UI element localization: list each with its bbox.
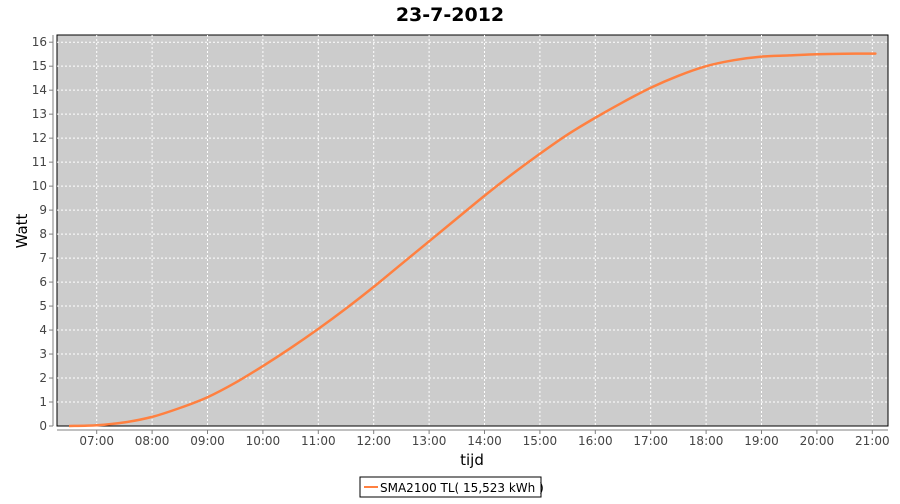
x-tick-label: 20:00 xyxy=(800,434,835,448)
x-tick-label: 15:00 xyxy=(523,434,558,448)
x-tick-label: 17:00 xyxy=(633,434,668,448)
y-axis-label: Watt xyxy=(13,213,31,248)
x-axis-label: tijd xyxy=(460,451,484,469)
y-tick-label: 14 xyxy=(32,83,47,97)
x-tick-label: 14:00 xyxy=(467,434,502,448)
x-tick-label: 10:00 xyxy=(246,434,281,448)
x-tick-label: 21:00 xyxy=(855,434,890,448)
y-tick-label: 2 xyxy=(39,371,47,385)
x-tick-label: 18:00 xyxy=(689,434,724,448)
x-tick-label: 09:00 xyxy=(190,434,225,448)
chart-title: 23-7-2012 xyxy=(396,4,504,26)
y-tick-label: 6 xyxy=(39,275,47,289)
y-tick-label: 13 xyxy=(32,107,47,121)
legend-label: SMA2100 TL( 15,523 kWh ) xyxy=(380,481,544,495)
series-line xyxy=(68,52,877,428)
x-tick-label: 08:00 xyxy=(135,434,170,448)
legend: SMA2100 TL( 15,523 kWh ) xyxy=(359,476,544,498)
x-tick-label: 13:00 xyxy=(412,434,447,448)
series-group xyxy=(68,52,877,428)
plot-area xyxy=(56,34,889,427)
y-tick-label: 9 xyxy=(39,203,47,217)
y-tick-label: 3 xyxy=(39,347,47,361)
x-tick-label: 12:00 xyxy=(356,434,391,448)
y-tick-label: 1 xyxy=(39,395,47,409)
grid-lines xyxy=(57,35,888,426)
y-tick-label: 16 xyxy=(32,35,47,49)
y-tick-label: 0 xyxy=(39,419,47,433)
y-tick-label: 8 xyxy=(39,227,47,241)
x-tick-label: 07:00 xyxy=(79,434,114,448)
x-tick-label: 16:00 xyxy=(578,434,613,448)
y-tick-label: 15 xyxy=(32,59,47,73)
legend-box xyxy=(359,476,542,498)
x-axis: 07:00 08:00 09:00 10:00 11:00 12:00 13:00 14:00… xyxy=(57,429,890,448)
x-tick-label: 11:00 xyxy=(301,434,336,448)
y-tick-label: 5 xyxy=(39,299,47,313)
x-tick-label: 19:00 xyxy=(744,434,779,448)
y-tick-label: 7 xyxy=(39,251,47,265)
y-tick-label: 4 xyxy=(39,323,47,337)
y-tick-label: 10 xyxy=(32,179,47,193)
y-tick-label: 12 xyxy=(32,131,47,145)
y-tick-label: 11 xyxy=(32,155,47,169)
